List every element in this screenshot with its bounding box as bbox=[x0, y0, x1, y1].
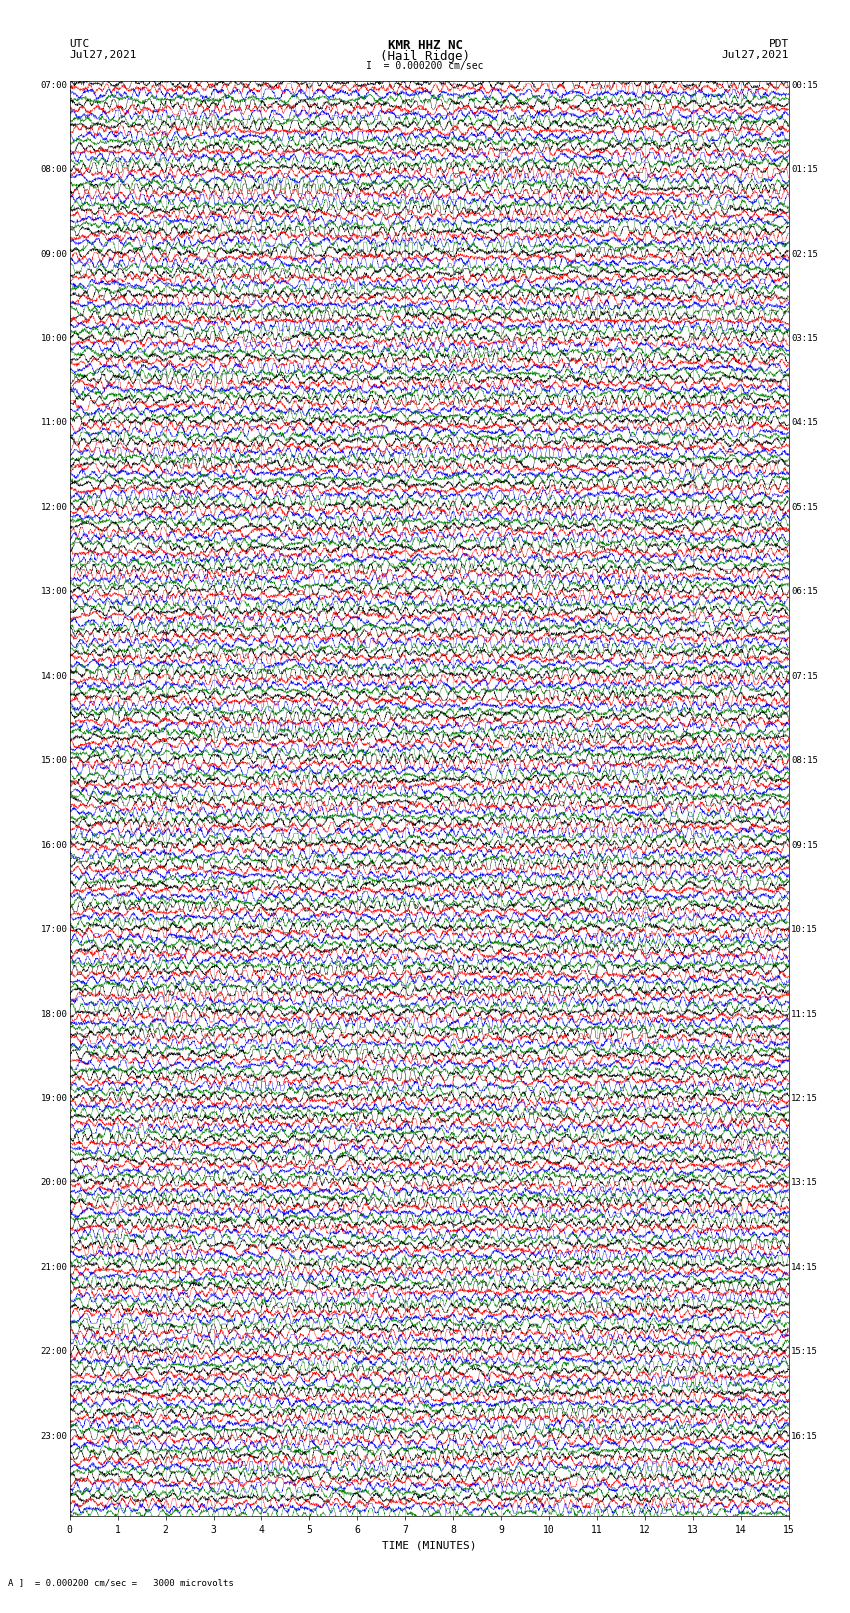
Text: 12:00: 12:00 bbox=[41, 503, 67, 511]
Text: 14:00: 14:00 bbox=[41, 671, 67, 681]
Text: (Hail Ridge): (Hail Ridge) bbox=[380, 50, 470, 63]
Text: 17:00: 17:00 bbox=[41, 926, 67, 934]
X-axis label: TIME (MINUTES): TIME (MINUTES) bbox=[382, 1540, 477, 1550]
Text: 23:00: 23:00 bbox=[41, 1432, 67, 1440]
Text: UTC: UTC bbox=[70, 39, 90, 48]
Text: 07:00: 07:00 bbox=[41, 81, 67, 90]
Text: 06:15: 06:15 bbox=[791, 587, 818, 597]
Text: 01:15: 01:15 bbox=[791, 165, 818, 174]
Text: 14:15: 14:15 bbox=[791, 1263, 818, 1273]
Text: 04:15: 04:15 bbox=[791, 418, 818, 427]
Text: 09:00: 09:00 bbox=[41, 250, 67, 258]
Text: Jul27,2021: Jul27,2021 bbox=[70, 50, 137, 60]
Text: 03:15: 03:15 bbox=[791, 334, 818, 344]
Text: 05:15: 05:15 bbox=[791, 503, 818, 511]
Text: 19:00: 19:00 bbox=[41, 1094, 67, 1103]
Text: Jul27,2021: Jul27,2021 bbox=[722, 50, 789, 60]
Text: 13:15: 13:15 bbox=[791, 1179, 818, 1187]
Text: PDT: PDT bbox=[768, 39, 789, 48]
Text: 16:15: 16:15 bbox=[791, 1432, 818, 1440]
Text: 10:15: 10:15 bbox=[791, 926, 818, 934]
Text: KMR HHZ NC: KMR HHZ NC bbox=[388, 39, 462, 52]
Text: 13:00: 13:00 bbox=[41, 587, 67, 597]
Text: 12:15: 12:15 bbox=[791, 1094, 818, 1103]
Text: A ]  = 0.000200 cm/sec =   3000 microvolts: A ] = 0.000200 cm/sec = 3000 microvolts bbox=[8, 1578, 235, 1587]
Text: I  = 0.000200 cm/sec: I = 0.000200 cm/sec bbox=[366, 61, 484, 71]
Text: 11:15: 11:15 bbox=[791, 1010, 818, 1018]
Text: 16:00: 16:00 bbox=[41, 840, 67, 850]
Text: 00:15: 00:15 bbox=[791, 81, 818, 90]
Text: 15:15: 15:15 bbox=[791, 1347, 818, 1357]
Text: 07:15: 07:15 bbox=[791, 671, 818, 681]
Text: 10:00: 10:00 bbox=[41, 334, 67, 344]
Text: 02:15: 02:15 bbox=[791, 250, 818, 258]
Text: 09:15: 09:15 bbox=[791, 840, 818, 850]
Text: 22:00: 22:00 bbox=[41, 1347, 67, 1357]
Text: 20:00: 20:00 bbox=[41, 1179, 67, 1187]
Text: 08:00: 08:00 bbox=[41, 165, 67, 174]
Text: 08:15: 08:15 bbox=[791, 756, 818, 765]
Text: 15:00: 15:00 bbox=[41, 756, 67, 765]
Text: 11:00: 11:00 bbox=[41, 418, 67, 427]
Text: 18:00: 18:00 bbox=[41, 1010, 67, 1018]
Text: 21:00: 21:00 bbox=[41, 1263, 67, 1273]
